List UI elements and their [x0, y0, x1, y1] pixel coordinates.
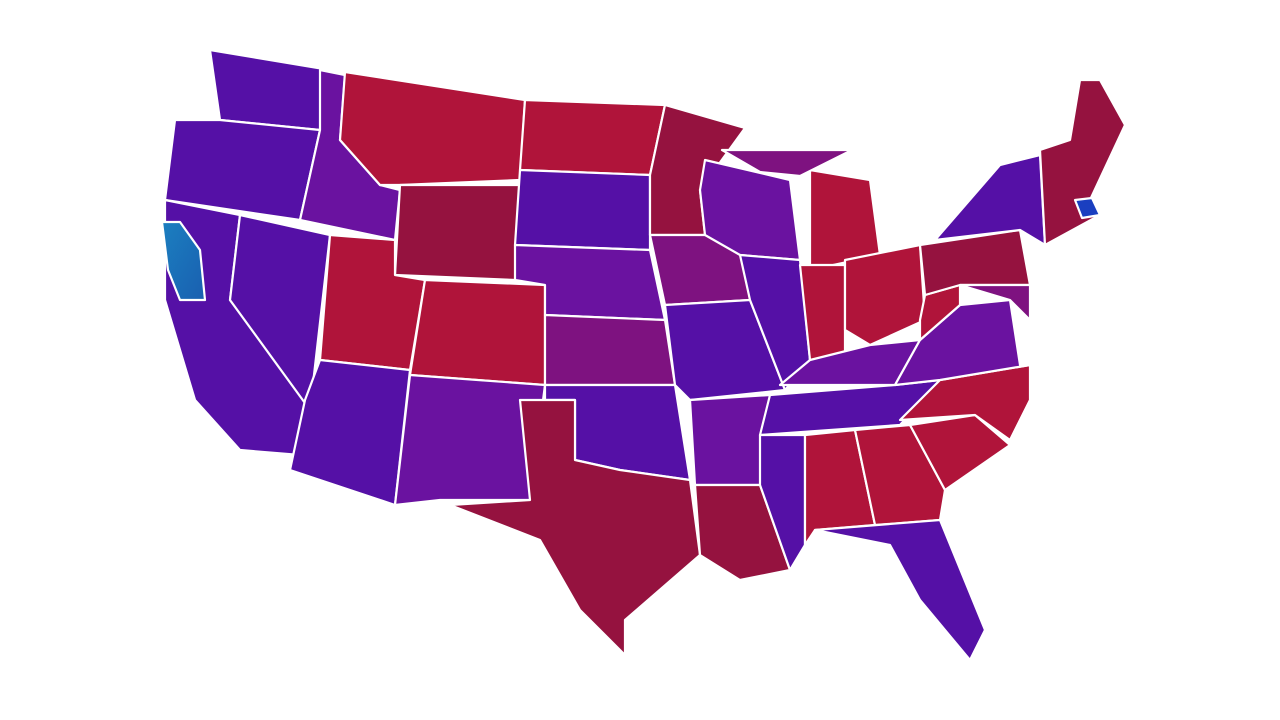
state	[518, 98, 667, 177]
state	[918, 283, 962, 342]
state	[908, 413, 1012, 492]
state	[958, 283, 1032, 322]
state	[448, 398, 702, 657]
state	[933, 153, 1047, 247]
state	[393, 183, 522, 282]
state	[513, 168, 652, 252]
state	[393, 373, 547, 507]
state	[338, 70, 527, 187]
state	[408, 278, 547, 387]
coast-region	[160, 220, 207, 302]
state	[720, 148, 854, 178]
coast-region	[1073, 196, 1102, 220]
state	[693, 483, 792, 582]
state	[813, 518, 987, 662]
state	[843, 243, 927, 347]
states	[160, 48, 1127, 662]
state	[208, 48, 332, 132]
state	[543, 313, 677, 387]
state	[758, 433, 807, 572]
state	[1038, 78, 1127, 247]
state	[288, 358, 412, 507]
state	[688, 393, 772, 487]
state	[663, 298, 787, 402]
state	[778, 338, 922, 387]
